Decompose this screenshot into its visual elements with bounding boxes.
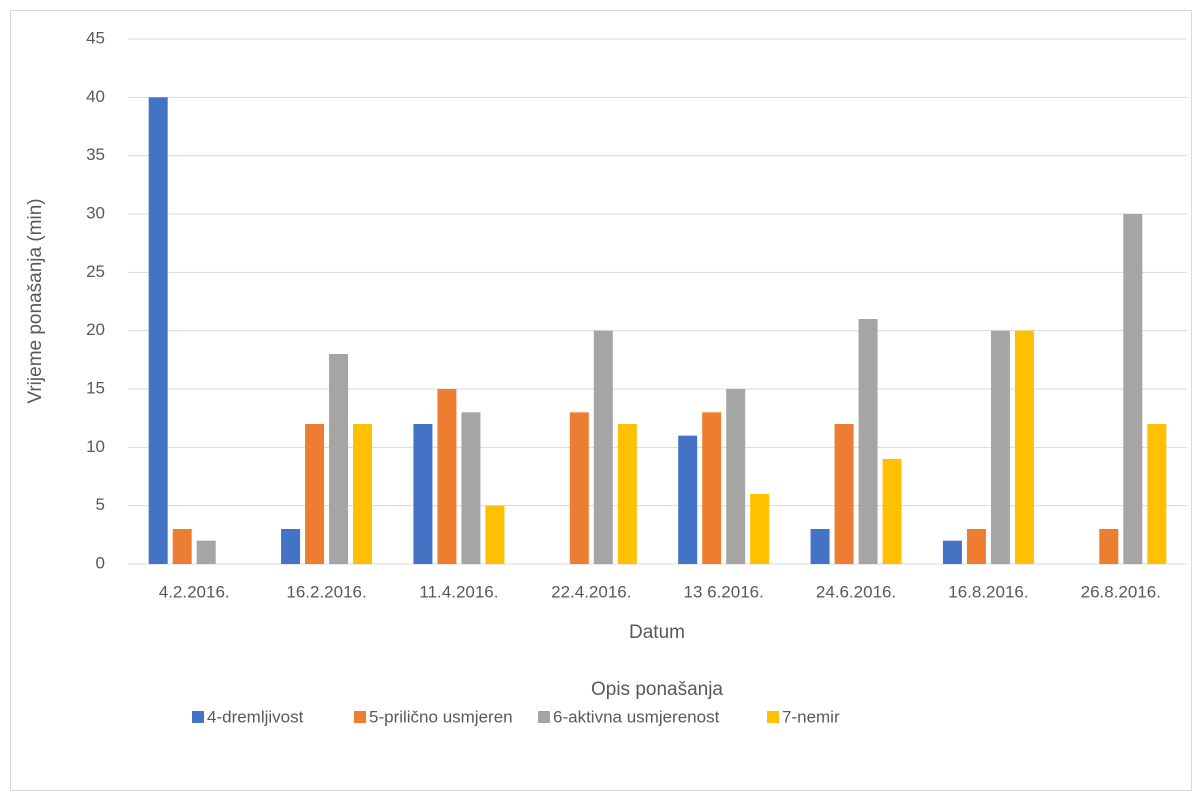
y-tick-label: 25 [86,262,105,281]
bar [702,412,722,564]
y-axis-title: Vrijeme ponašanja (min) [25,198,46,403]
bar [148,97,168,564]
bar [990,330,1010,564]
bar [858,319,878,564]
bar [281,529,301,564]
y-tick-label: 0 [96,553,105,572]
legend-swatch [767,711,779,723]
legend-swatch [192,711,204,723]
bar [834,424,854,564]
legend-label: 6-aktivna usmjerenost [553,707,720,726]
y-tick-label: 20 [86,320,105,339]
x-tick-label: 13 6.2016. [684,582,764,601]
x-tick-label: 4.2.2016. [159,582,230,601]
x-tick-label: 26.8.2016. [1081,582,1161,601]
bar [1123,214,1143,564]
bar [305,424,325,564]
y-tick-label: 35 [86,145,105,164]
y-tick-label: 5 [96,495,105,514]
bar [810,529,830,564]
bar [437,389,457,564]
bar [726,389,746,564]
x-tick-label: 24.6.2016. [816,582,896,601]
bar [966,529,986,564]
bar [461,412,481,564]
x-tick-label: 22.4.2016. [551,582,631,601]
bar [750,494,770,564]
legend-swatch [354,711,366,723]
y-tick-label: 15 [86,378,105,397]
y-tick-label: 40 [86,87,105,106]
legend-title: Opis ponašanja [591,679,723,700]
bar [1099,529,1119,564]
legend-swatch [538,711,550,723]
x-axis-title: Datum [629,622,685,643]
x-tick-label: 11.4.2016. [419,582,498,601]
legend-label: 4-dremljivost [207,707,304,726]
bar [678,435,698,564]
y-tick-label: 10 [86,437,105,456]
y-tick-label: 30 [86,203,105,222]
bar [485,505,505,564]
legend-label: 5-prilično usmjeren [369,707,513,726]
x-tick-label: 16.8.2016. [948,582,1028,601]
bar [172,529,192,564]
bar [942,540,962,564]
bar [569,412,589,564]
bar [196,540,216,564]
legend-label: 7-nemir [782,707,840,726]
bar [353,424,373,564]
bar [413,424,433,564]
bar [882,459,902,564]
bar [593,330,613,564]
bar [1014,330,1034,564]
bar [1147,424,1167,564]
y-tick-label: 45 [86,28,105,47]
x-tick-label: 16.2.2016. [286,582,366,601]
bar [329,354,349,564]
bar [617,424,637,564]
